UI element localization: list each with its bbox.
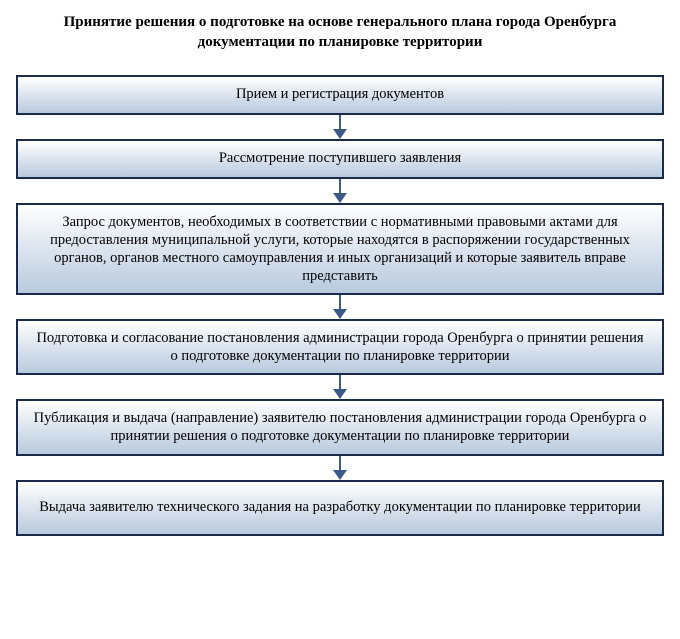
- arrow-4: [333, 375, 347, 399]
- step-box-6: Выдача заявителю технического задания на…: [16, 480, 664, 536]
- arrow-3: [333, 295, 347, 319]
- step-text-1: Прием и регистрация документов: [236, 85, 444, 103]
- arrow-5: [333, 456, 347, 480]
- arrow-2: [333, 179, 347, 203]
- step-text-6: Выдача заявителю технического задания на…: [39, 498, 641, 516]
- step-box-4: Подготовка и согласование постановления …: [16, 319, 664, 375]
- step-text-4: Подготовка и согласование постановления …: [32, 329, 648, 365]
- step-box-1: Прием и регистрация документов: [16, 75, 664, 115]
- step-box-5: Публикация и выдача (направление) заявит…: [16, 399, 664, 455]
- title-line1: Принятие решения о подготовке на основе …: [64, 14, 617, 30]
- step-text-2: Рассмотрение поступившего заявления: [219, 149, 461, 167]
- title-line2: документации по планировке территории: [198, 34, 483, 50]
- arrow-1: [333, 115, 347, 139]
- step-box-3: Запрос документов, необходимых в соответ…: [16, 203, 664, 296]
- diagram-title: Принятие решения о подготовке на основе …: [16, 12, 664, 53]
- step-text-5: Публикация и выдача (направление) заявит…: [32, 409, 648, 445]
- step-box-2: Рассмотрение поступившего заявления: [16, 139, 664, 179]
- step-text-3: Запрос документов, необходимых в соответ…: [32, 213, 648, 286]
- flowchart: Прием и регистрация документов Рассмотрен…: [16, 75, 664, 536]
